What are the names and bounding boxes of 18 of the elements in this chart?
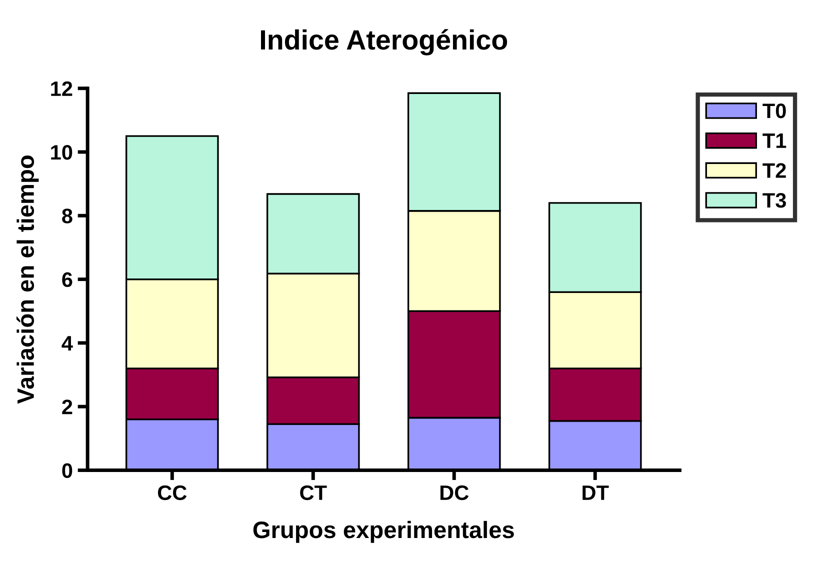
x-tick-label: DT [582,486,609,500]
x-tick-label: DC [440,485,469,500]
x-tick-label: CT [300,485,327,500]
y-tick-label: 10 [51,145,72,160]
y-tick-label: 0 [62,463,72,478]
x-tick-label: CC [158,485,187,500]
y-tick-label: 12 [51,81,72,96]
y-tick-label: 8 [62,208,72,224]
legend-label: T1 [762,134,786,148]
legend-label: T0 [762,103,786,118]
chart-title: Indice Aterogénico [261,29,508,56]
x-axis-title: Grupos experimentales [253,520,514,543]
legend-label: T3 [762,192,786,208]
y-axis-title: Variación en el tiempo [16,156,39,404]
y-tick-label: 4 [62,336,73,350]
y-tick-label: 6 [62,272,72,288]
legend-label: T2 [762,163,786,178]
y-tick-label: 2 [62,400,72,414]
